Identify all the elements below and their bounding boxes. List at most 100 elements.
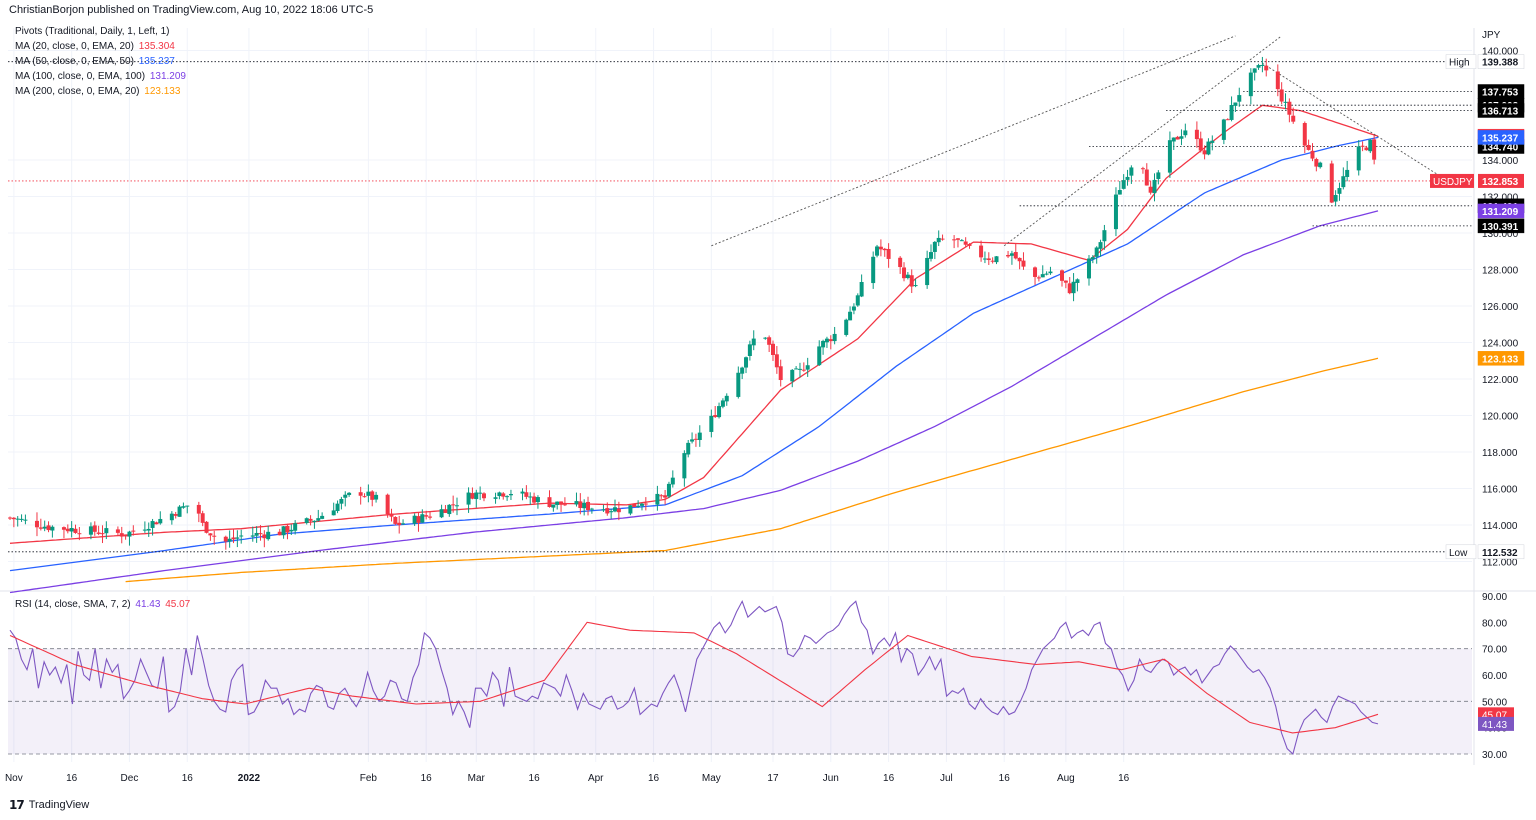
candle-body	[1318, 162, 1323, 168]
candle-body	[878, 246, 883, 250]
legend-ma200[interactable]: MA (200, close, 0, EMA, 20) 123.133	[15, 84, 180, 99]
candle-body	[643, 503, 648, 505]
time-axis: Nov 16 Dec 16 2022 Feb 16 Mar 16 Apr 16 May 17 Jun 16 J…	[5, 773, 1130, 784]
candle-body	[574, 501, 579, 505]
rsi-line	[9, 599, 1379, 756]
candle-body	[848, 311, 853, 321]
candle-body	[1140, 168, 1145, 170]
pivot-badge-text: 139.388	[1482, 58, 1519, 69]
candle-body	[1356, 146, 1361, 171]
candle-body	[851, 306, 856, 311]
candle-body	[1075, 279, 1080, 283]
time-tick-label: 16	[1118, 773, 1130, 784]
candle-body	[374, 494, 379, 500]
candle-body	[1009, 253, 1014, 256]
candle-body	[1179, 136, 1184, 139]
time-tick-label: Apr	[588, 773, 604, 784]
legend-ma100[interactable]: MA (100, close, 0, EMA, 100) 131.209	[15, 69, 186, 84]
legend-ma20-value: 135.304	[138, 41, 175, 52]
ma-badge-bg	[1477, 130, 1525, 145]
candle-body	[1156, 172, 1161, 179]
candle-body	[925, 257, 930, 286]
candle-body	[959, 240, 964, 242]
time-tick-label: Aug	[1057, 773, 1075, 784]
ma-badge-bg	[1477, 351, 1525, 366]
candle-body	[613, 507, 618, 512]
currency-label: JPY	[1482, 30, 1501, 41]
candle-body	[123, 535, 128, 537]
candle-body	[1040, 274, 1045, 278]
candle-body	[1044, 273, 1049, 275]
candle-body	[1086, 258, 1091, 279]
candle-body	[1036, 277, 1041, 279]
pivot-badge-label: Low	[1449, 548, 1468, 559]
pivot-badge-bg	[1477, 54, 1525, 69]
candle-body	[1372, 139, 1377, 160]
candle-body	[61, 527, 66, 530]
candle-body	[905, 274, 910, 279]
tradingview-footer[interactable]: 𝟭𝟳 TradingView	[9, 798, 89, 812]
candle-body	[65, 528, 70, 532]
pivot-badge-bg	[1477, 218, 1525, 234]
candle-body	[636, 505, 641, 507]
ma-badge-text: 135.237	[1482, 133, 1519, 144]
candle-body	[1333, 195, 1338, 202]
candle-body	[821, 340, 826, 348]
legend-ma100-label: MA (100, close, 0, EMA, 100)	[15, 71, 146, 82]
legend-ma20[interactable]: MA (20, close, 0, EMA, 20) 135.304	[15, 39, 175, 54]
candle-body	[524, 492, 529, 497]
candle-body	[1256, 65, 1261, 68]
candle-body	[508, 493, 513, 496]
legend-ma50[interactable]: MA (50, close, 0, EMA, 50) 135.237	[15, 54, 175, 69]
candle-body	[797, 368, 802, 370]
rsi-badge-bg	[1478, 716, 1514, 731]
candle-body	[250, 535, 255, 537]
legend-ma200-label: MA (200, close, 0, EMA, 20)	[15, 86, 140, 97]
candlestick-series	[8, 56, 1377, 550]
candle-body	[1279, 89, 1284, 102]
candle-body	[481, 493, 486, 499]
candle-body	[470, 493, 475, 499]
candle-body	[724, 395, 729, 402]
candle-body	[185, 505, 190, 507]
legend-pivots: Pivots (Traditional, Daily, 1, Left, 1)	[15, 24, 170, 39]
legend-rsi[interactable]: RSI (14, close, SMA, 7, 2) 41.43 45.07	[15, 597, 190, 612]
candle-body	[92, 525, 97, 532]
candle-body	[1233, 102, 1238, 106]
time-tick-label: 16	[421, 773, 433, 784]
ma-badge-bg	[1477, 203, 1525, 219]
pivot-badge-bg	[1477, 544, 1525, 560]
candle-body	[235, 537, 240, 539]
pivot-badge-bg	[1477, 103, 1525, 118]
candle-body	[46, 525, 51, 531]
candle-body	[1210, 140, 1215, 143]
candle-body	[940, 238, 945, 240]
candle-body	[1202, 150, 1207, 155]
candle-body	[478, 492, 483, 494]
candle-body	[239, 535, 244, 537]
candle-body	[639, 503, 644, 506]
candle-body	[439, 509, 444, 518]
time-tick-label: Feb	[360, 773, 378, 784]
candle-body	[871, 256, 876, 284]
candle-body	[1252, 68, 1257, 73]
legend-rsi-label: RSI (14, close, SMA, 7, 2)	[15, 599, 131, 610]
candle-body	[38, 527, 43, 529]
legend-ma20-label: MA (20, close, 0, EMA, 20)	[15, 41, 134, 52]
legend-rsi-value2: 45.07	[165, 599, 191, 610]
candle-body	[358, 492, 363, 496]
pivot-lines	[8, 61, 1472, 553]
price-tick-label: 130.000	[1482, 229, 1519, 240]
pivot-badge-label-bg	[1445, 54, 1477, 69]
candle-body	[1021, 260, 1026, 267]
candle-body	[655, 493, 660, 505]
candle-body	[601, 509, 606, 511]
candle-body	[578, 501, 583, 508]
candle-body	[258, 533, 263, 535]
candle-body	[686, 442, 691, 455]
candle-body	[697, 432, 702, 441]
candle-body	[1171, 137, 1176, 142]
price-tick-label: 118.000	[1482, 448, 1518, 459]
candle-body	[196, 504, 201, 514]
time-tick-label: 16	[529, 773, 541, 784]
